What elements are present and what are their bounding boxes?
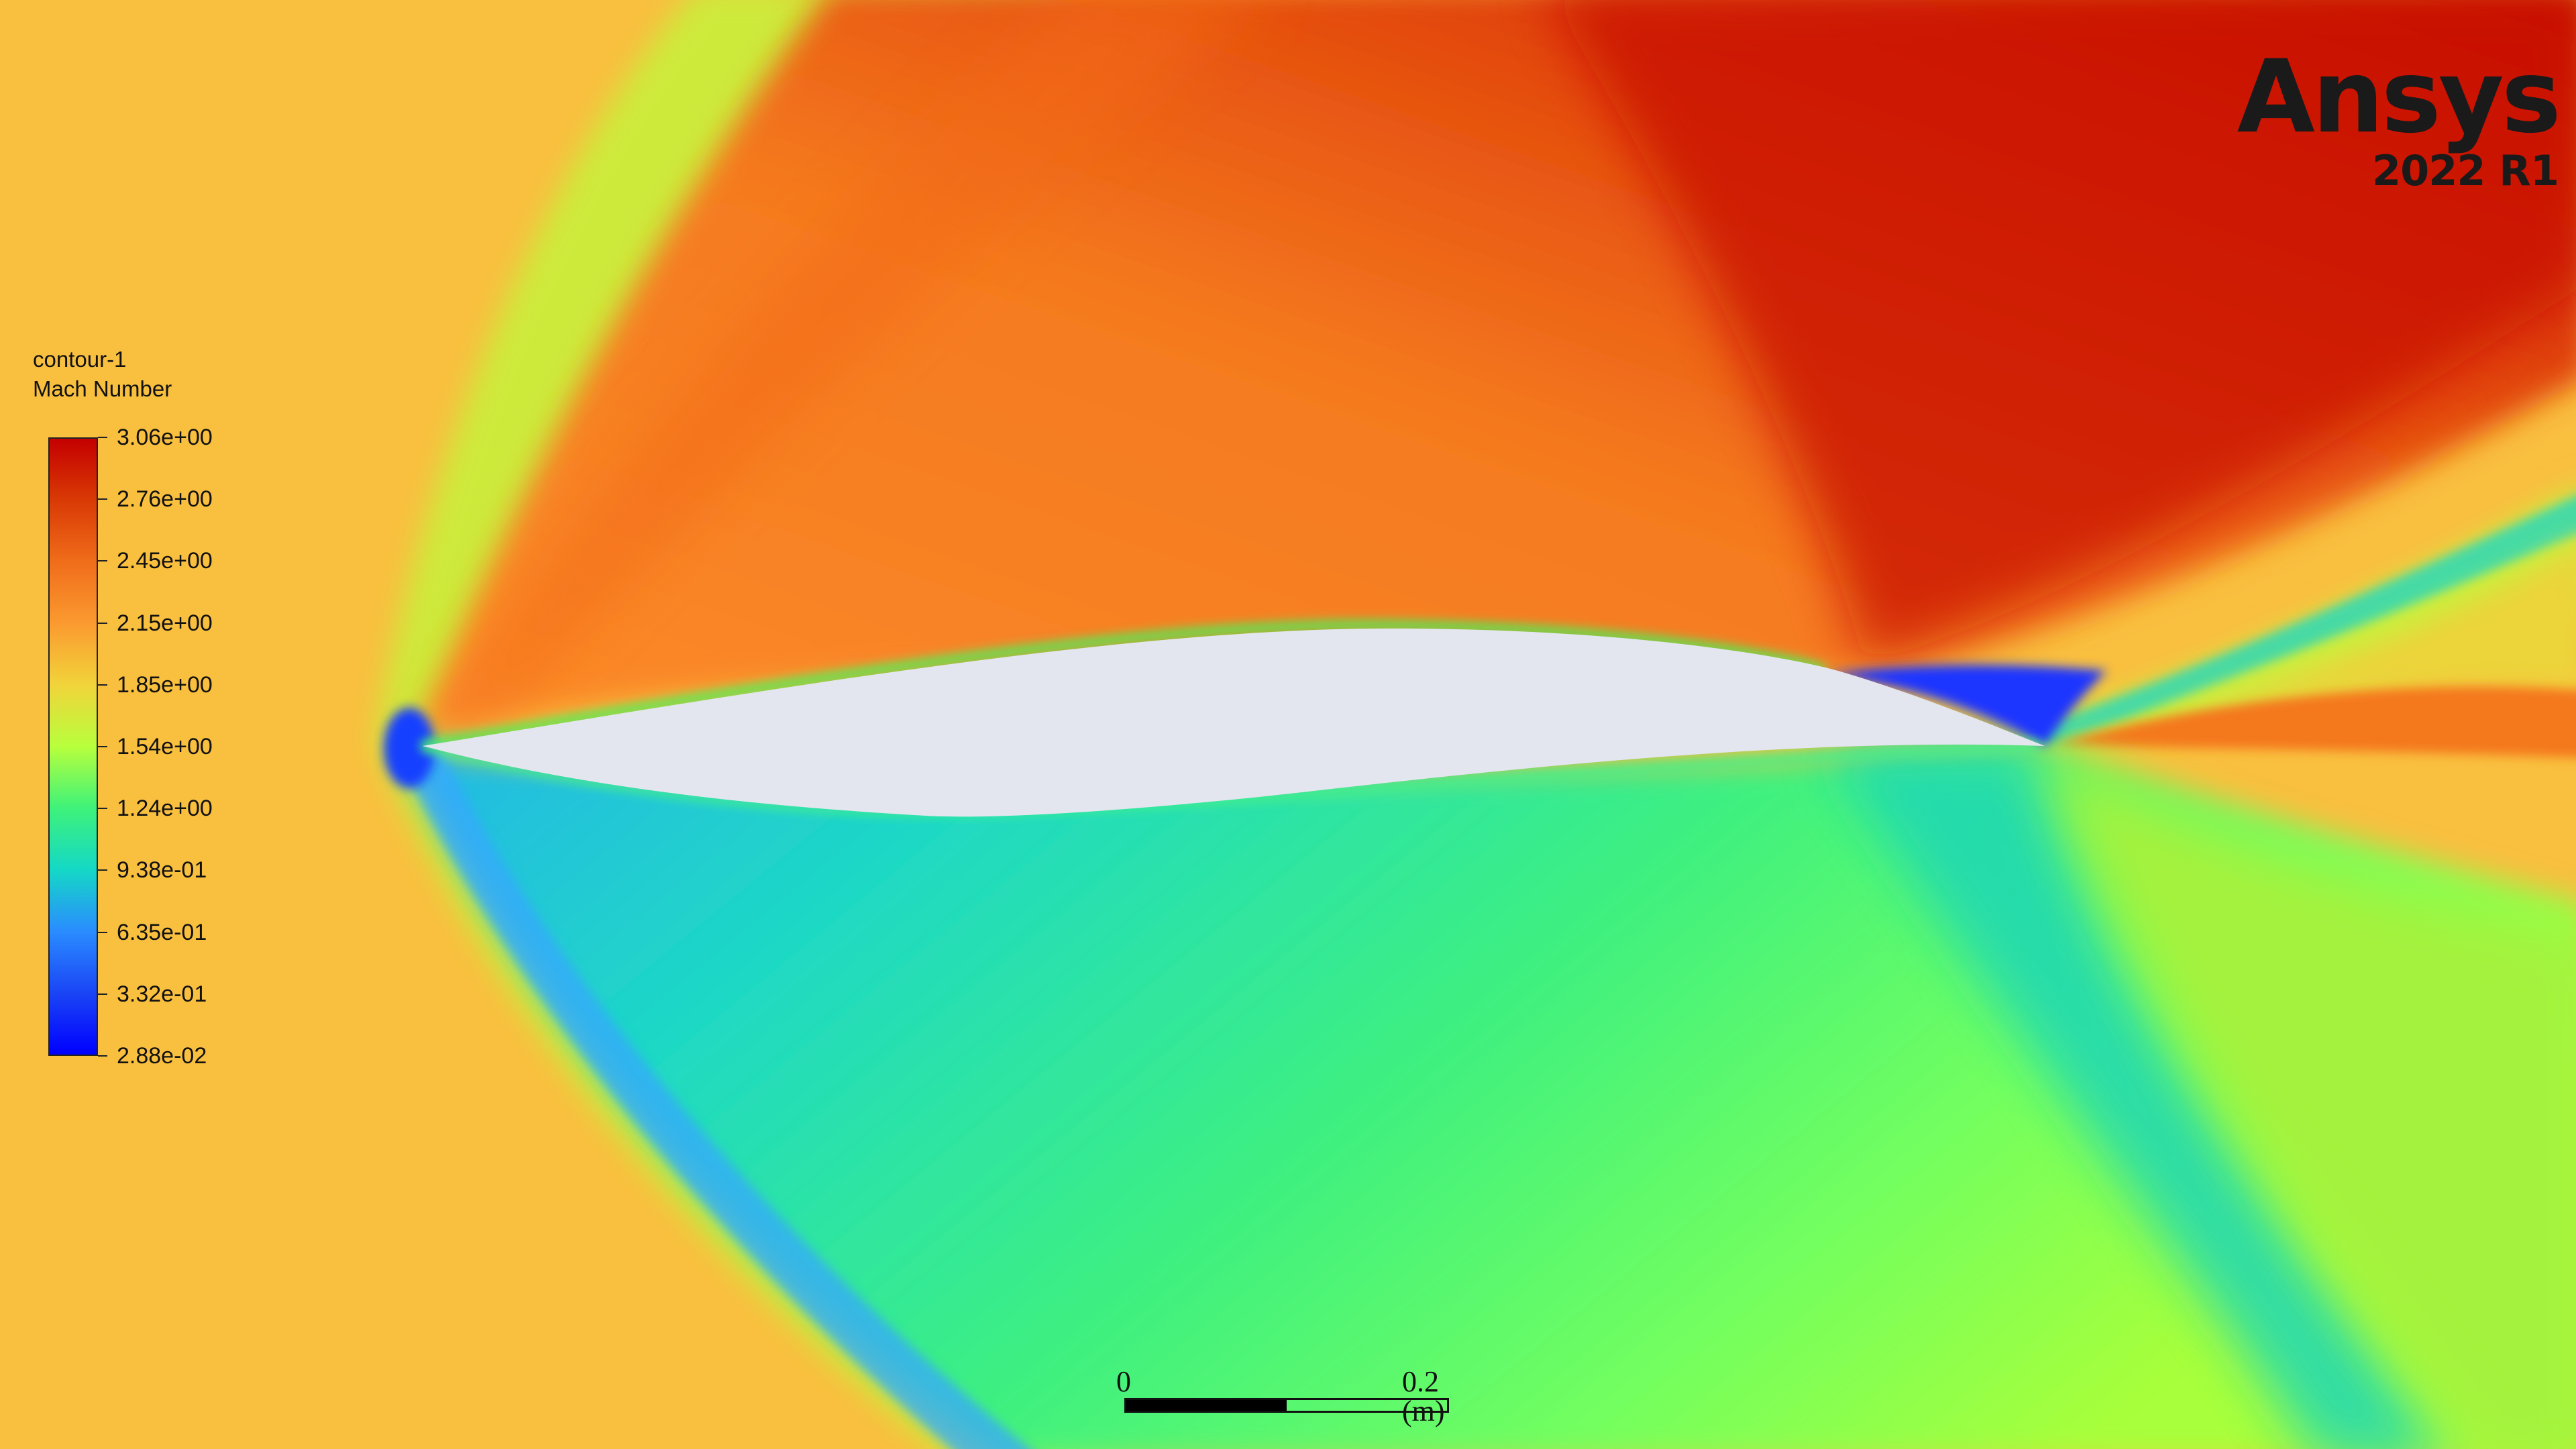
scale-bar-empty-segment xyxy=(1287,1400,1447,1411)
colorbar-tick-label: 2.76e+00 xyxy=(117,486,213,513)
colorbar-tick-mark xyxy=(98,498,107,500)
airfoil-profile xyxy=(423,628,2045,817)
colorbar-tick-label: 1.54e+00 xyxy=(117,734,213,759)
legend-variable-name: Mach Number xyxy=(33,376,172,401)
colorbar-tick-mark xyxy=(98,622,107,624)
colorbar-tick-label: 3.06e+00 xyxy=(117,425,213,450)
colorbar-tick-mark xyxy=(98,560,107,562)
ansys-logo: Ansys 2022 R1 xyxy=(2237,39,2561,195)
colorbar-tick-label: 2.45e+00 xyxy=(117,548,213,574)
colorbar-tick-mark xyxy=(98,931,107,933)
colorbar-tick-label: 2.15e+00 xyxy=(117,610,213,636)
colorbar-tick-mark xyxy=(98,437,107,438)
scale-end-label: 0.2 (m) xyxy=(1402,1365,1445,1428)
colorbar-tick-label: 3.32e-01 xyxy=(117,981,207,1007)
colorbar-tick-mark xyxy=(98,993,107,995)
scale-start-label: 0 xyxy=(1116,1365,1131,1398)
colorbar-tick-label: 6.35e-01 xyxy=(117,919,207,945)
colorbar xyxy=(48,437,98,1056)
logo-version-text: 2022 R1 xyxy=(2371,146,2559,195)
colorbar-tick-label: 9.38e-01 xyxy=(117,857,207,883)
colorbar-tick-mark xyxy=(98,684,107,686)
colorbar-tick-mark xyxy=(98,808,107,810)
scale-bar: 0 0.2 (m) xyxy=(1116,1367,1449,1426)
legend-contour-name: contour-1 xyxy=(33,347,127,372)
colorbar-tick-label: 1.24e+00 xyxy=(117,796,213,822)
colorbar-tick-mark xyxy=(98,869,107,871)
scale-bar-filled-segment xyxy=(1126,1400,1287,1411)
colorbar-tick-mark xyxy=(98,1055,107,1057)
colorbar-tick-mark xyxy=(98,746,107,747)
scale-bar-graphic xyxy=(1124,1398,1449,1413)
colorbar-tick-label: 1.85e+00 xyxy=(117,672,213,698)
colorbar-tick-label: 2.88e-02 xyxy=(117,1043,207,1069)
logo-brand-text: Ansys xyxy=(2237,39,2561,156)
